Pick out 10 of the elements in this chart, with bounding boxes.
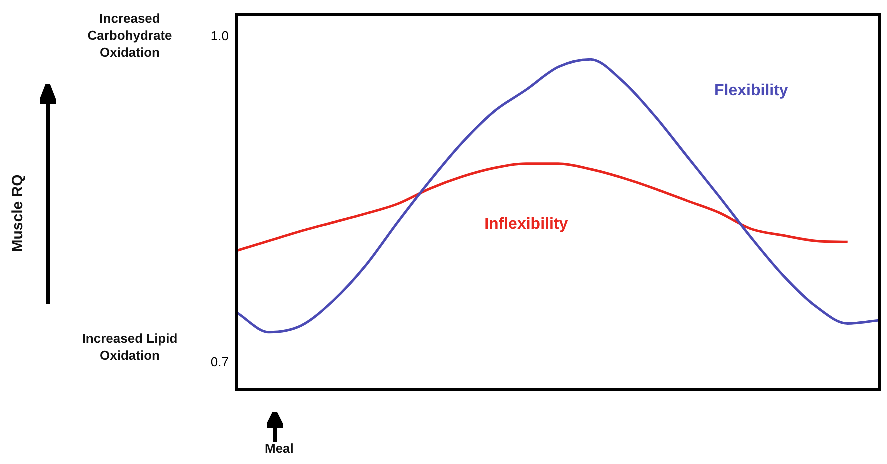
text: Muscle RQ xyxy=(10,174,26,254)
line-series xyxy=(236,162,850,252)
text: Inflexibility xyxy=(484,216,568,234)
y-tick-label: 1.0 xyxy=(210,28,229,44)
y-tick-label: 0.7 xyxy=(210,354,229,370)
text: Increased Carbohydrate Oxidation xyxy=(88,11,172,60)
line-series xyxy=(236,58,882,334)
text: Flexibility xyxy=(714,82,788,100)
text: Meal xyxy=(264,440,295,457)
text: Increased Lipid Oxidation xyxy=(82,331,178,363)
